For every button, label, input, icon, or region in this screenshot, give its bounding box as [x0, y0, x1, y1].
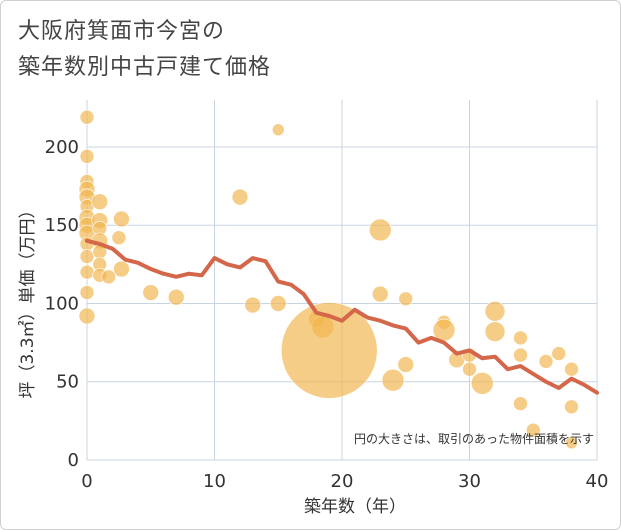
- bubble-point: [484, 321, 506, 342]
- title-line-1: 大阪府箕面市今宮の: [18, 19, 226, 44]
- bubble-point: [79, 285, 95, 300]
- title-line-2: 築年数別中古戸建て価格: [18, 55, 272, 80]
- bubble-point: [244, 296, 262, 314]
- bubble-point: [381, 368, 405, 392]
- y-tick-label: 50: [56, 372, 79, 393]
- bubble-point: [462, 361, 477, 377]
- bubble-point: [551, 346, 567, 361]
- bubble-point: [113, 210, 130, 228]
- bubble-point: [231, 188, 249, 206]
- bubble-point: [78, 307, 96, 325]
- bubble-point: [111, 230, 127, 246]
- y-tick-label: 150: [45, 215, 79, 236]
- bubble-point: [79, 249, 95, 264]
- bubble-point: [484, 301, 506, 322]
- bubble-point: [113, 260, 130, 278]
- y-axis-label: 坪（3.3㎡）単価（万円）: [18, 201, 38, 398]
- bubble-point: [271, 123, 285, 137]
- bubble-point: [167, 288, 185, 306]
- x-tick-label: 0: [81, 471, 92, 492]
- bubble-point: [470, 372, 494, 395]
- chart-title: 大阪府箕面市今宮の 築年数別中古戸建て価格: [18, 14, 271, 86]
- bubbles: [78, 109, 579, 450]
- bubble-point: [79, 109, 95, 125]
- bubble-point: [101, 269, 116, 285]
- bubble-point: [79, 149, 95, 164]
- bubble-point: [564, 361, 579, 377]
- bubble-point: [513, 396, 528, 411]
- x-tick-label: 30: [458, 471, 481, 492]
- bubble-point: [142, 284, 160, 301]
- bubble-point: [565, 436, 578, 450]
- bubble-point: [91, 193, 109, 211]
- bubble-point: [397, 356, 415, 373]
- bubble-point: [513, 330, 528, 346]
- bubble-point: [513, 347, 528, 363]
- bubble-point: [368, 218, 392, 242]
- size-note: 円の大きさは、取引のあった物件面積を示す: [354, 431, 594, 446]
- bubble-point: [269, 295, 287, 312]
- bubble-point: [564, 399, 579, 415]
- y-tick-label: 0: [68, 450, 79, 471]
- x-axis-label: 築年数（年）: [304, 497, 406, 517]
- bubble-point: [79, 264, 95, 280]
- y-tick-label: 200: [45, 137, 79, 158]
- bubble-point: [398, 291, 414, 307]
- ticks: 0 10 20 30 40 0 50 100 150 200: [45, 137, 609, 492]
- x-tick-label: 10: [203, 471, 226, 492]
- bubble-point: [371, 285, 389, 303]
- bubble-point: [538, 354, 554, 369]
- y-tick-label: 100: [45, 293, 79, 314]
- bubble-point: [280, 302, 378, 399]
- x-tick-label: 20: [331, 471, 354, 492]
- trend-line: [85, 238, 599, 395]
- bubble-point: [525, 422, 541, 438]
- x-tick-label: 40: [586, 471, 609, 492]
